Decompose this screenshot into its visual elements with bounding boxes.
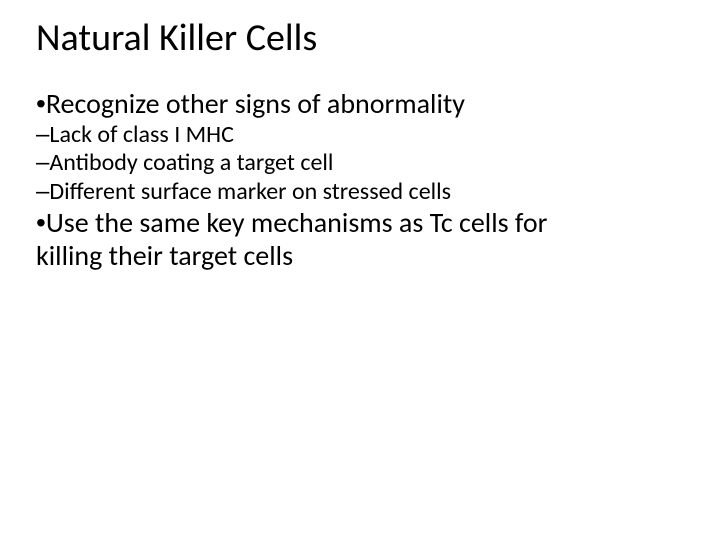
dash-icon: – xyxy=(36,149,49,176)
bullet-text: Different surface marker on stressed cel… xyxy=(49,177,451,206)
dash-icon: – xyxy=(36,178,49,205)
bullet-text: killing their target cells xyxy=(36,238,293,273)
bullet-lvl1: •Recognize other signs of abnormality xyxy=(36,88,692,120)
bullet-group-2: •Use the same key mechanisms as Tc cells… xyxy=(36,207,692,272)
bullet-text: Lack of class I MHC xyxy=(49,120,234,149)
bullet-lvl1: •Use the same key mechanisms as Tc cells… xyxy=(36,207,692,239)
slide: Natural Killer Cells •Recognize other si… xyxy=(0,0,720,540)
bullet-dot-icon: • xyxy=(36,88,46,119)
bullet-text: Antibody coating a target cell xyxy=(49,148,333,177)
bullet-text: Use the same key mechanisms as Tc cells … xyxy=(46,205,548,240)
bullet-lvl1-continuation: killing their target cells xyxy=(36,240,692,272)
bullet-lvl2: –Different surface marker on stressed ce… xyxy=(36,178,692,206)
bullet-lvl2: –Lack of class I MHC xyxy=(36,121,692,149)
bullet-group-1: •Recognize other signs of abnormality –L… xyxy=(36,88,692,206)
bullet-text: Recognize other signs of abnormality xyxy=(46,86,465,121)
slide-title: Natural Killer Cells xyxy=(36,18,692,60)
bullet-dot-icon: • xyxy=(36,207,46,238)
bullet-lvl2: –Antibody coating a target cell xyxy=(36,149,692,177)
dash-icon: – xyxy=(36,121,49,148)
